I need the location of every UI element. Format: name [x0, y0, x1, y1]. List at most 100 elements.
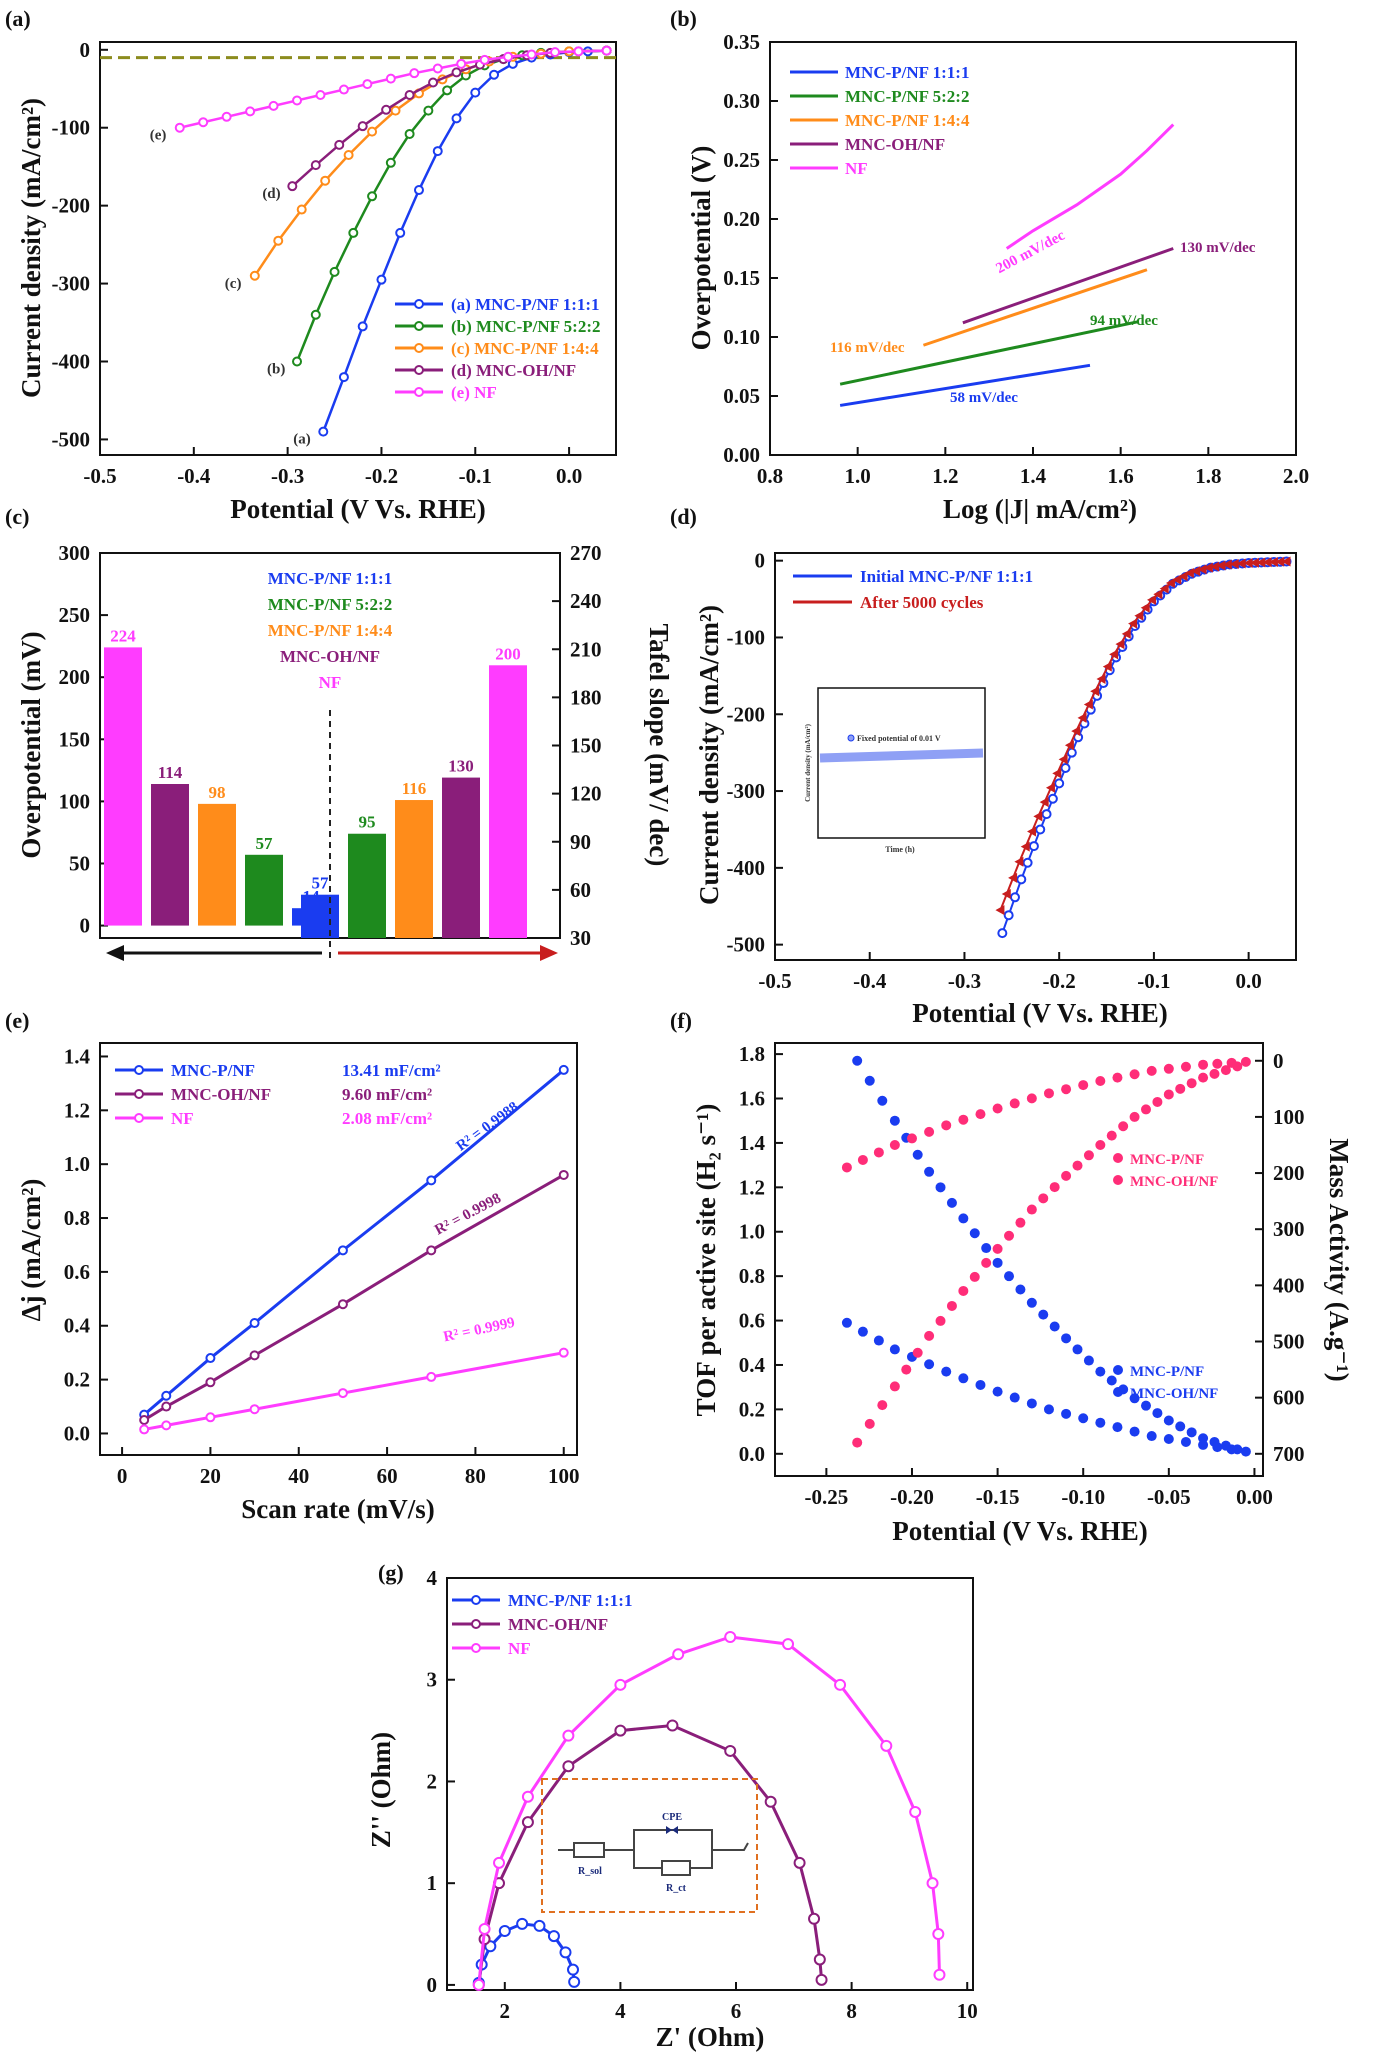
panel-g-circuit-rct — [661, 1860, 691, 1876]
panel-f-tof-point — [1129, 1426, 1140, 1437]
panel-f-tof-point — [852, 1055, 863, 1066]
panel-f-tof-point — [1061, 1408, 1072, 1419]
panel-a-xlabel: Potential (V Vs. RHE) — [230, 494, 486, 524]
panel-f-mass-point — [1118, 1121, 1129, 1132]
panel-a-legend-entry: (c) MNC-P/NF 1:4:4 — [451, 339, 599, 358]
panel-e-ytick-label: 0.2 — [64, 1368, 90, 1392]
panel-a-point — [428, 77, 439, 88]
panel-a-point — [479, 54, 490, 65]
panel-f-xlabel: Potential (V Vs. RHE) — [892, 1516, 1148, 1546]
panel-f-tof-point — [1112, 1422, 1123, 1433]
panel-d-point — [1071, 726, 1081, 737]
panel-a-point — [329, 266, 340, 277]
panel-a-ytick-label: -300 — [52, 272, 91, 296]
panel-b-slope-label: 200 mV/dec — [994, 227, 1068, 277]
panel-d-point — [1121, 628, 1131, 639]
panel-g-ytick-label: 0 — [427, 1973, 438, 1997]
panel-d-inset-legend-marker — [847, 734, 855, 742]
panel-a-point — [287, 181, 298, 192]
panel-f-mass-point — [1186, 1078, 1197, 1089]
panel-g-point — [724, 1631, 737, 1644]
panel-f-mass-point — [1106, 1130, 1117, 1141]
panel-f-tof-point — [1095, 1366, 1106, 1377]
panel-g-point — [666, 1719, 679, 1732]
panel-f-tof-point — [941, 1366, 952, 1377]
panel-a-point — [296, 204, 307, 215]
panel-f-tof-legend-marker — [1113, 1387, 1123, 1397]
panel-a-ytick-label: -100 — [52, 116, 91, 140]
panel-f-right-ytick-label: 200 — [1273, 1161, 1305, 1185]
panel-a-point — [310, 160, 321, 171]
panel-f-tag: (f) — [670, 1008, 692, 1033]
panel-c-legend-entry: NF — [319, 673, 342, 692]
panel-f-tof-legend-entry: MNC-P/NF — [1130, 1364, 1204, 1380]
panel-f-tof-legend-marker — [1113, 1365, 1123, 1375]
panel-g-legend-entry-marker — [471, 1643, 481, 1653]
panel-a-point — [315, 89, 326, 100]
panel-a-ytick-label: 0 — [80, 38, 91, 62]
panel-a-point — [245, 106, 256, 117]
panel-d-ytick-label: -200 — [727, 702, 766, 726]
panel-e-point — [558, 1169, 569, 1180]
panel-d-inset-frame — [817, 687, 986, 839]
panel-b-ylabel: Overpotential (V) — [686, 146, 716, 351]
panel-a-point — [432, 63, 443, 74]
panel-e-ytick-label: 1.0 — [64, 1152, 90, 1176]
panel-g-circuit-cpe — [672, 1826, 678, 1834]
panel-f-mass-point — [1180, 1061, 1191, 1072]
panel-a-point — [318, 426, 329, 437]
panel-c-overpotential-bar — [245, 854, 283, 926]
panel-e-tag: (e) — [5, 1008, 29, 1033]
panel-d-point — [1033, 811, 1043, 822]
panel-e-point — [139, 1424, 150, 1435]
panel-e-point — [205, 1377, 216, 1388]
panel-a-tag: (a) — [5, 6, 31, 31]
panel-a-point — [357, 321, 368, 332]
panel-a-legend-entry: (a) MNC-P/NF 1:1:1 — [451, 295, 600, 314]
panel-f-mass-point — [1175, 1083, 1186, 1094]
panel-d-point — [1184, 567, 1194, 578]
panel-f-right-ytick-label: 300 — [1273, 1217, 1305, 1241]
panel-f-right-ytick-label: 400 — [1273, 1273, 1305, 1297]
panel-f-right-ytick-label: 100 — [1273, 1105, 1305, 1129]
panel-b-legend-entry: MNC-OH/NF — [845, 135, 945, 154]
panel-e-legend-entry-marker — [134, 1089, 144, 1099]
panel-f-mass-point — [1095, 1075, 1106, 1086]
panel-f-tof-point — [889, 1115, 900, 1126]
panel-a-point — [423, 105, 434, 116]
panel-a-point — [503, 51, 514, 62]
panel-f-tof-point — [1198, 1439, 1209, 1450]
panel-d-point — [1256, 557, 1266, 568]
panel-a-point — [320, 175, 331, 186]
panel-c-right-ytick-label: 120 — [570, 782, 602, 806]
panel-f-tof-point — [889, 1344, 900, 1355]
panel-c-overpotential-bar — [104, 647, 142, 926]
panel-b-xlabel: Log (|J| mA/cm²) — [943, 494, 1137, 524]
panel-a-point — [221, 111, 232, 122]
panel-d-xtick-label: -0.1 — [1137, 969, 1170, 993]
panel-e-xtick-label: 20 — [200, 1464, 221, 1488]
panel-f-tof-point — [1015, 1284, 1026, 1295]
panel-c-legend-entry: MNC-P/NF 1:4:4 — [268, 621, 393, 640]
panel-f-mass-point — [1129, 1069, 1140, 1080]
panel-g-point — [533, 1919, 546, 1932]
panel-f-mass-point — [1015, 1217, 1026, 1228]
panel-d-point — [1052, 768, 1062, 779]
panel-e-legend-entry: MNC-P/NF — [171, 1061, 255, 1080]
panel-a-xtick-label: -0.2 — [365, 464, 398, 488]
panel-f-tof-point — [1026, 1398, 1037, 1409]
panel-b-tag: (b) — [670, 6, 697, 31]
panel-f-tof-point — [912, 1149, 923, 1160]
panel-a-series-line — [179, 49, 607, 129]
panel-d-xtick-label: -0.4 — [853, 969, 887, 993]
panel-d-point — [1008, 872, 1018, 883]
panel-c-bar-value: 95 — [359, 813, 376, 832]
panel-e-ytick-label: 0.4 — [64, 1314, 91, 1338]
panel-d-point — [1236, 558, 1246, 569]
panel-g-point — [933, 1968, 946, 1981]
panel-a-point — [395, 227, 406, 238]
panel-c-ytick-label: 300 — [59, 541, 91, 565]
panel-b-xtick-label: 1.4 — [1020, 464, 1047, 488]
panel-d-ytick-label: -100 — [727, 625, 766, 649]
